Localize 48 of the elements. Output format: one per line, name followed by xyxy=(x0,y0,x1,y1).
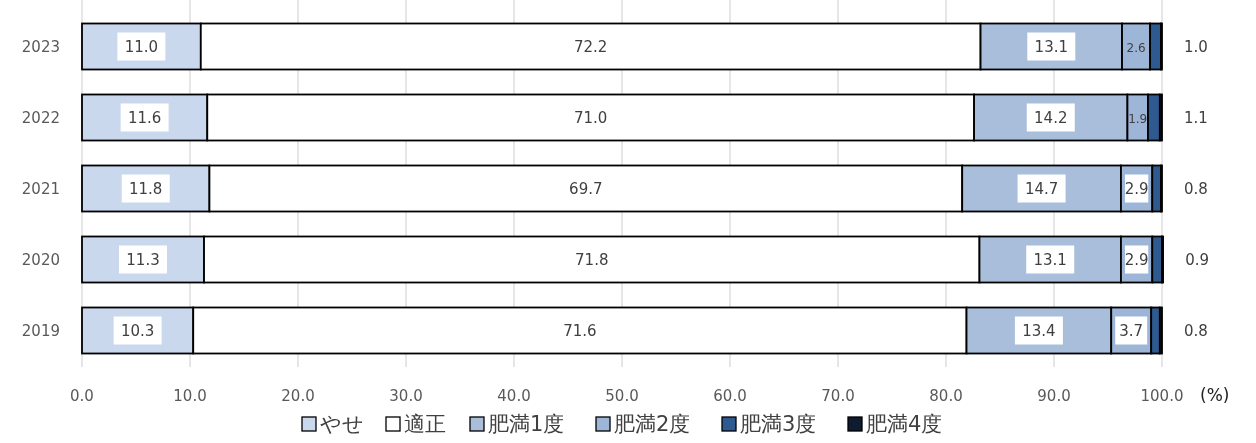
data-label: 2.9 xyxy=(1124,251,1149,269)
x-tick-label: 0.0 xyxy=(70,387,94,405)
data-label: 13.1 xyxy=(1033,251,1067,269)
data-label: 2.6 xyxy=(1126,41,1146,55)
y-tick-label: 2023 xyxy=(21,37,60,56)
data-label: 71.6 xyxy=(563,322,597,340)
x-tick-label: 100.0 xyxy=(1140,387,1184,405)
x-tick-label: 30.0 xyxy=(389,387,423,405)
legend-label: 肥満1度 xyxy=(488,412,565,436)
data-label: 72.2 xyxy=(573,38,608,56)
x-axis-title: (%) xyxy=(1200,385,1230,405)
data-label: 69.7 xyxy=(569,180,603,198)
x-tick-label: 80.0 xyxy=(929,387,963,405)
data-label: 0.8 xyxy=(1184,180,1208,198)
data-label: 14.7 xyxy=(1024,180,1059,198)
data-label: 10.3 xyxy=(120,322,155,340)
data-label: 3.7 xyxy=(1119,322,1144,340)
y-tick-label: 2020 xyxy=(21,250,60,269)
data-label: 1.9 xyxy=(1128,112,1148,126)
data-label: 11.8 xyxy=(129,180,163,198)
data-label: 11.3 xyxy=(126,251,160,269)
data-label: 13.1 xyxy=(1034,38,1068,56)
x-tick-label: 60.0 xyxy=(713,387,747,405)
data-label: 0.8 xyxy=(1184,322,1208,340)
y-tick-label: 2021 xyxy=(21,179,60,198)
x-tick-label: 50.0 xyxy=(605,387,639,405)
legend-label: 肥満2度 xyxy=(614,412,691,436)
data-label: 71.0 xyxy=(573,109,608,127)
data-label: 0.9 xyxy=(1185,251,1210,269)
legend-label: 適正 xyxy=(404,412,446,436)
data-label: 1.1 xyxy=(1184,109,1208,127)
data-label: 11.0 xyxy=(124,38,159,56)
y-tick-label: 2022 xyxy=(21,108,60,127)
data-label: 11.6 xyxy=(127,109,162,127)
data-label: 14.2 xyxy=(1034,109,1068,127)
x-tick-label: 40.0 xyxy=(497,387,531,405)
data-label: 71.8 xyxy=(575,251,609,269)
y-tick-label: 2019 xyxy=(21,321,60,340)
data-label: 1.0 xyxy=(1184,38,1208,56)
x-tick-label: 70.0 xyxy=(821,387,855,405)
x-tick-label: 90.0 xyxy=(1037,387,1071,405)
x-tick-label: 10.0 xyxy=(173,387,207,405)
data-label: 2.9 xyxy=(1124,180,1149,198)
legend-label: やせ xyxy=(320,412,364,436)
data-label: 13.4 xyxy=(1022,322,1056,340)
legend-label: 肥満3度 xyxy=(740,412,817,436)
legend-label: 肥満4度 xyxy=(866,412,943,436)
x-tick-label: 20.0 xyxy=(281,387,315,405)
